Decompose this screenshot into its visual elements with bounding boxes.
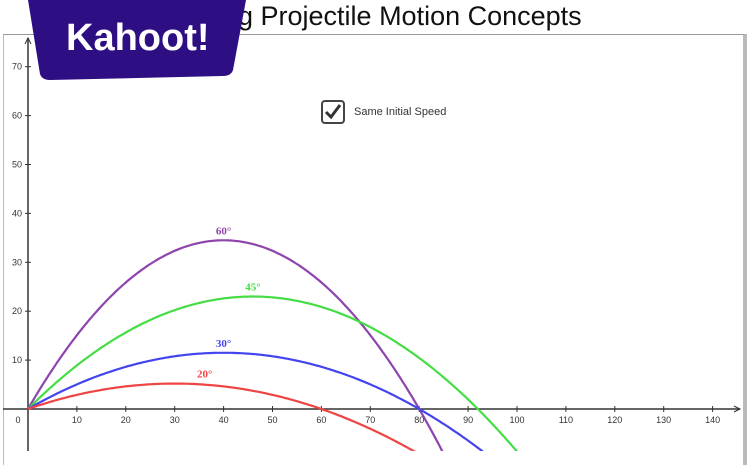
trajectory-45° bbox=[27, 295, 519, 451]
page-title: g Projectile Motion Concepts bbox=[238, 1, 582, 31]
svg-text:70: 70 bbox=[12, 62, 22, 72]
svg-text:60: 60 bbox=[12, 111, 22, 121]
trajectory-20° bbox=[27, 382, 416, 451]
svg-text:30°: 30° bbox=[216, 338, 231, 350]
svg-text:140: 140 bbox=[705, 415, 720, 425]
svg-text:30: 30 bbox=[170, 415, 180, 425]
svg-text:0: 0 bbox=[15, 415, 20, 425]
kahoot-logo: Kahoot! bbox=[28, 0, 246, 80]
svg-text:100: 100 bbox=[509, 415, 524, 425]
checkmark-icon bbox=[324, 104, 342, 120]
svg-text:20: 20 bbox=[121, 415, 131, 425]
trajectory-60° bbox=[27, 239, 444, 451]
svg-text:10: 10 bbox=[72, 415, 82, 425]
svg-text:80: 80 bbox=[414, 415, 424, 425]
svg-text:70: 70 bbox=[365, 415, 375, 425]
svg-text:120: 120 bbox=[607, 415, 622, 425]
same-initial-speed-checkbox[interactable] bbox=[321, 100, 345, 124]
trajectory-30° bbox=[27, 351, 484, 451]
svg-text:50: 50 bbox=[267, 415, 277, 425]
svg-text:130: 130 bbox=[656, 415, 671, 425]
svg-text:60°: 60° bbox=[216, 225, 231, 237]
svg-text:Kahoot!: Kahoot! bbox=[66, 17, 210, 59]
svg-text:110: 110 bbox=[559, 415, 573, 425]
svg-text:45°: 45° bbox=[245, 282, 260, 294]
svg-text:60: 60 bbox=[316, 415, 326, 425]
svg-text:10: 10 bbox=[12, 355, 22, 365]
svg-text:40: 40 bbox=[219, 415, 229, 425]
svg-text:30: 30 bbox=[12, 257, 22, 267]
svg-text:90: 90 bbox=[463, 415, 473, 425]
svg-text:20°: 20° bbox=[197, 369, 212, 381]
svg-text:20: 20 bbox=[12, 306, 22, 316]
checkbox-label: Same Initial Speed bbox=[354, 106, 447, 118]
svg-text:50: 50 bbox=[12, 160, 22, 170]
graph-frame bbox=[3, 34, 747, 465]
trajectory-chart: 0 10 20 30 40 50 60 70 80 90 100 110 120 130 140 10 20 30… bbox=[3, 36, 742, 451]
svg-text:40: 40 bbox=[12, 208, 22, 218]
